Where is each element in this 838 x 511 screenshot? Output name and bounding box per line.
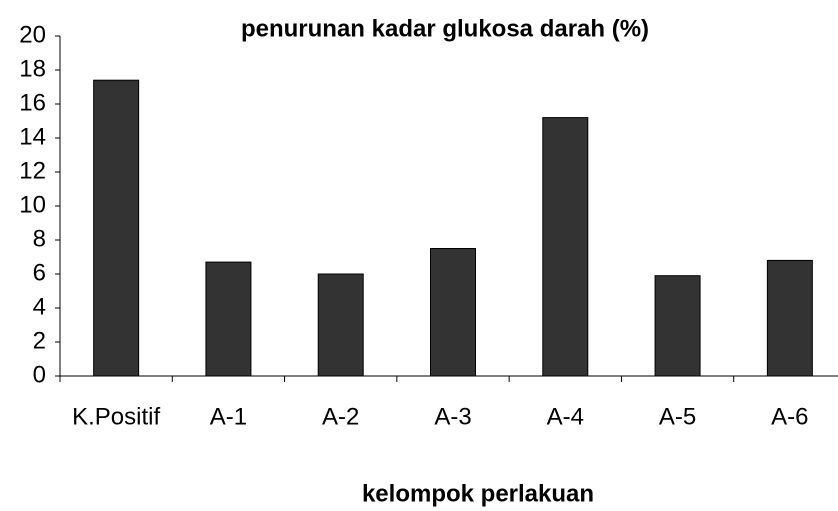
x-tick-label: A-5 xyxy=(659,403,696,430)
bar xyxy=(317,273,364,377)
y-tick-label: 0 xyxy=(33,361,46,388)
y-tick-label: 18 xyxy=(19,55,46,82)
bar xyxy=(654,275,701,377)
y-tick-label: 8 xyxy=(33,225,46,252)
y-tick-label: 14 xyxy=(19,123,46,150)
y-tick-label: 20 xyxy=(19,21,46,48)
bar xyxy=(430,248,476,377)
x-tick-label: A-6 xyxy=(771,403,808,430)
y-tick-label: 2 xyxy=(33,327,46,354)
bar xyxy=(542,117,589,377)
chart-title: penurunan kadar glukosa darah (%) xyxy=(241,15,649,42)
x-tick-label: A-2 xyxy=(322,403,359,430)
y-tick-label: 6 xyxy=(33,259,46,286)
x-tick-label: A-1 xyxy=(210,403,247,430)
y-tick-label: 12 xyxy=(19,157,46,184)
x-tick-label: A-4 xyxy=(547,403,584,430)
x-tick-label: A-3 xyxy=(434,403,471,430)
y-tick-label: 16 xyxy=(19,89,46,116)
bar xyxy=(766,259,813,377)
x-tick-label: K.Positif xyxy=(72,403,160,430)
x-axis-label: kelompok perlakuan xyxy=(362,480,594,507)
bar xyxy=(205,261,252,377)
bar xyxy=(93,79,140,377)
y-tick-label: 10 xyxy=(19,191,46,218)
y-tick-label: 4 xyxy=(33,293,46,320)
